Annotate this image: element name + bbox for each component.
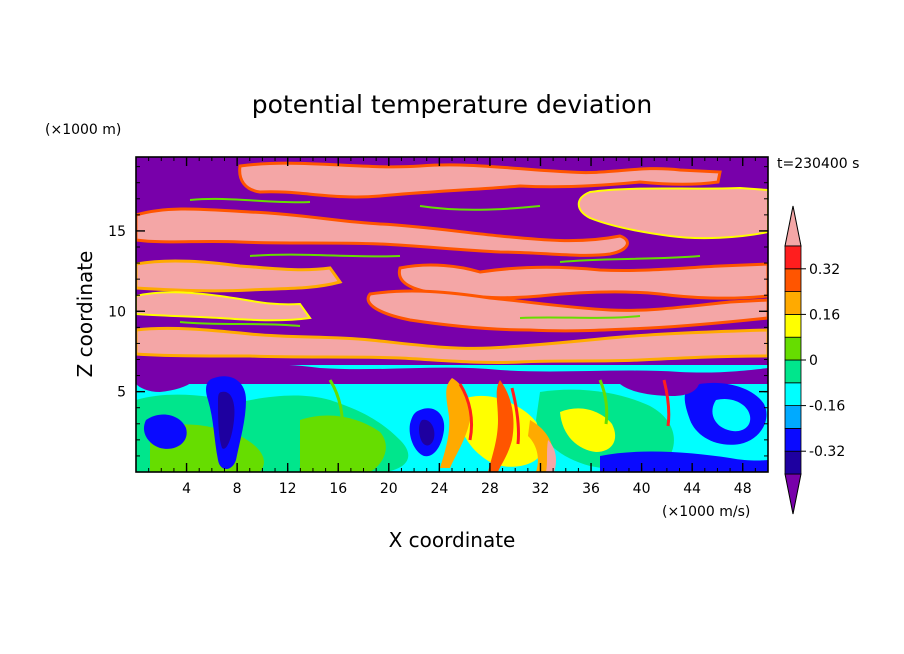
y-axis-label: Z coordinate — [73, 251, 97, 378]
pink-core — [546, 440, 556, 472]
navy-eddy-1 — [218, 391, 235, 449]
x-axis-label: X coordinate — [389, 528, 516, 552]
purple-patch-1 — [136, 372, 200, 392]
colorbar-bin — [784, 382, 802, 406]
x-tick-label: 44 — [683, 481, 701, 497]
x-tick-label: 4 — [182, 481, 191, 497]
colorbar-extend-low — [784, 473, 802, 515]
x-axis: 4 8 12 16 20 24 28 32 36 40 44 48 — [148, 157, 756, 497]
y-tick-label: 5 — [117, 385, 126, 401]
x-tick-label: 28 — [481, 481, 499, 497]
x-tick-label: 20 — [380, 481, 398, 497]
warm-band-13 — [136, 259, 343, 293]
red-streaks — [458, 379, 671, 445]
plot-area — [136, 157, 768, 472]
x-tick-label: 36 — [582, 481, 600, 497]
colorbar-tick-label: -0.16 — [809, 399, 845, 415]
orange-plume-1 — [440, 378, 471, 468]
colorbar-bin — [784, 427, 802, 452]
warm-band-10 — [366, 289, 768, 333]
colorbar-bin — [784, 268, 802, 292]
green-streaks — [328, 379, 609, 437]
chart-title: potential temperature deviation — [252, 90, 652, 119]
upper-layers — [136, 157, 768, 365]
x-tick-label: 24 — [430, 481, 448, 497]
colorbar-bin — [784, 245, 802, 270]
colorbar-tick-label: 0.32 — [809, 262, 840, 278]
boundary-warm-strip — [136, 362, 768, 384]
cyan-hole — [712, 398, 751, 432]
y-axis: 5 10 15 — [108, 166, 768, 457]
purple-patch-2 — [620, 378, 700, 396]
navy-eddy-2 — [419, 419, 435, 446]
orange-plume-3 — [528, 420, 554, 472]
colorbar-tick-label: 0 — [809, 353, 818, 369]
orange-plume-2 — [488, 380, 514, 472]
colorbar-bin — [784, 291, 802, 315]
x-tick-label: 48 — [734, 481, 752, 497]
warm-band-top — [238, 161, 722, 199]
yellow-field-2 — [560, 408, 616, 452]
x-tick-label: 16 — [329, 481, 347, 497]
warm-band-15 — [136, 207, 629, 257]
colorbar: -0.32 -0.16 0 0.16 0.32 — [784, 205, 845, 515]
x-tick-label: 32 — [532, 481, 550, 497]
colorbar-tick-label: -0.32 — [809, 444, 845, 460]
warm-band-11 — [136, 291, 312, 322]
colorbar-bin — [784, 336, 802, 361]
time-label: t=230400 s — [777, 156, 859, 172]
y-unit-label: (×1000 m) — [45, 122, 121, 138]
y-tick-label: 10 — [108, 304, 126, 320]
lower-region — [136, 362, 768, 472]
colorbar-bin — [784, 405, 802, 429]
colorbar-extend-high — [784, 205, 802, 247]
y-tick-label: 15 — [108, 224, 126, 240]
warm-band-upper-right — [577, 186, 768, 240]
x-tick-label: 12 — [279, 481, 297, 497]
green-filaments — [179, 197, 701, 327]
colorbar-bin — [784, 313, 802, 338]
colorbar-bin — [784, 450, 802, 475]
x-tick-label: 40 — [633, 481, 651, 497]
green-field-3 — [300, 415, 386, 472]
x-unit-label: (×1000 m/s) — [662, 504, 750, 520]
colorbar-tick-label: 0.16 — [809, 307, 840, 323]
blue-eddy-2 — [143, 414, 187, 449]
colorbar-bin — [784, 359, 802, 384]
x-tick-label: 8 — [233, 481, 242, 497]
